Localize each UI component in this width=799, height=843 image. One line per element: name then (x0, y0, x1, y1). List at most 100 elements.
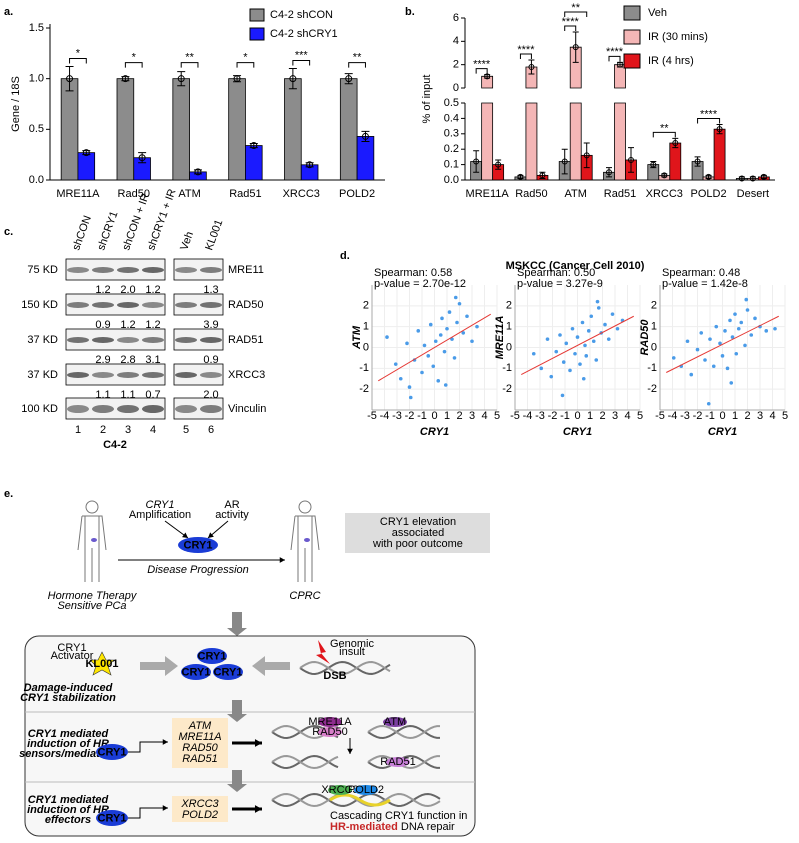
error-bar (288, 68, 297, 90)
significance-bracket (124, 62, 143, 68)
dna-strand (367, 755, 441, 769)
error-bar (177, 71, 186, 87)
scatter-point (461, 331, 466, 335)
x-tick-label: -2 (405, 410, 415, 422)
data-point (495, 161, 502, 168)
scatter-point (729, 381, 734, 385)
diagram-text: associated (392, 527, 445, 539)
row-label: CRY1 stabilization (20, 692, 116, 704)
diagram-text: CRY1 (57, 642, 86, 654)
gene-box (172, 718, 228, 768)
y-tick-label: -2 (359, 383, 369, 395)
x-tick-label: 0 (431, 410, 437, 422)
error-bar (473, 150, 480, 173)
scatter-point (743, 343, 747, 348)
x-tick-label: MRE11A (466, 188, 510, 200)
protein (328, 785, 352, 795)
cry1-label: CRY1 (184, 539, 213, 551)
y-tick-label: 4 (453, 35, 459, 47)
data-point (121, 75, 129, 83)
scatter-point (385, 335, 389, 339)
cry1-protein (181, 664, 211, 680)
kd-label: 75 KD (27, 264, 58, 276)
x-tick-label: ATM (178, 188, 200, 200)
row-label: CRY1 mediated (28, 794, 109, 806)
blot-band (92, 337, 114, 343)
protein-label: ATM (384, 716, 406, 728)
scatter-point (452, 356, 457, 360)
diagram-text: Sensitive PCa (57, 600, 126, 612)
significance-bracket (564, 25, 577, 31)
significance-label: **** (606, 46, 624, 58)
x-tick-label: 0 (719, 410, 725, 422)
blot-band (67, 372, 89, 378)
significance-label: * (76, 47, 81, 59)
scatter-point (407, 385, 412, 389)
x-tick-label: Rad50 (118, 188, 150, 200)
data-point (517, 173, 524, 180)
x-tick-label: -5 (367, 410, 377, 422)
gene-label: ATM (188, 720, 212, 732)
person-icon (290, 515, 320, 582)
scatter-point (465, 314, 469, 319)
gene-label: XRCC3 (180, 798, 219, 810)
quant-label: 1.3 (203, 284, 218, 296)
legend-swatch (623, 53, 641, 69)
outcome-box (345, 513, 490, 553)
x-tick-label: -5 (655, 410, 665, 422)
scatter-point (457, 301, 462, 306)
significance-bracket (652, 131, 676, 138)
significance-label: **** (562, 16, 580, 28)
scatter-point (703, 358, 707, 362)
y-tick-label: 0 (506, 341, 512, 353)
data-point (484, 73, 491, 80)
trend-line (666, 315, 779, 373)
blot-band (175, 337, 197, 343)
drug-label: KL001 (85, 658, 118, 670)
data-point (233, 75, 241, 83)
arrow-head (254, 805, 262, 813)
bar (614, 64, 626, 181)
blot-band (117, 302, 139, 308)
x-tick-label: XRCC3 (283, 188, 320, 200)
significance-bracket (236, 62, 255, 68)
error-bar (572, 31, 579, 63)
quant-label: 1.2 (145, 319, 160, 331)
scatter-point (453, 295, 458, 300)
bar (172, 78, 190, 181)
cry1-protein (96, 744, 128, 760)
y-tick-label: -1 (502, 362, 512, 374)
x-tick-label: 5 (494, 410, 500, 422)
bar (669, 142, 682, 181)
x-tick-label: -2 (693, 410, 703, 422)
scatter-point (749, 333, 754, 337)
flow-arrow (227, 770, 247, 792)
x-tick-label: 5 (782, 410, 788, 422)
panel-letter: d. (340, 250, 350, 262)
error-bar (606, 167, 612, 178)
scatter-point (560, 393, 565, 398)
blot-band (117, 337, 139, 343)
bar (525, 66, 538, 181)
scatter-point (445, 326, 449, 331)
kd-label: 100 KD (21, 403, 58, 415)
data-point (738, 175, 745, 182)
legend-label: C4-2 shCON (270, 9, 333, 21)
data-point (289, 75, 297, 83)
data-point (694, 158, 701, 165)
scatter-point (711, 364, 716, 369)
y-tick-label: 0.2 (444, 143, 459, 155)
scatter-point (615, 326, 620, 331)
protein (354, 785, 378, 795)
blot-band (92, 267, 114, 273)
scatter-point (570, 326, 575, 331)
lane-number: 2 (100, 424, 106, 436)
y-tick-label: -1 (359, 362, 369, 374)
cell-line: C4-2 (103, 439, 127, 451)
x-axis-label: CRY1 (563, 426, 592, 438)
data-point (250, 142, 258, 150)
protein-label: RAD50 (312, 726, 347, 738)
row-label: induction of HR (27, 804, 109, 816)
data-point (760, 173, 767, 180)
blot-band (92, 372, 114, 378)
